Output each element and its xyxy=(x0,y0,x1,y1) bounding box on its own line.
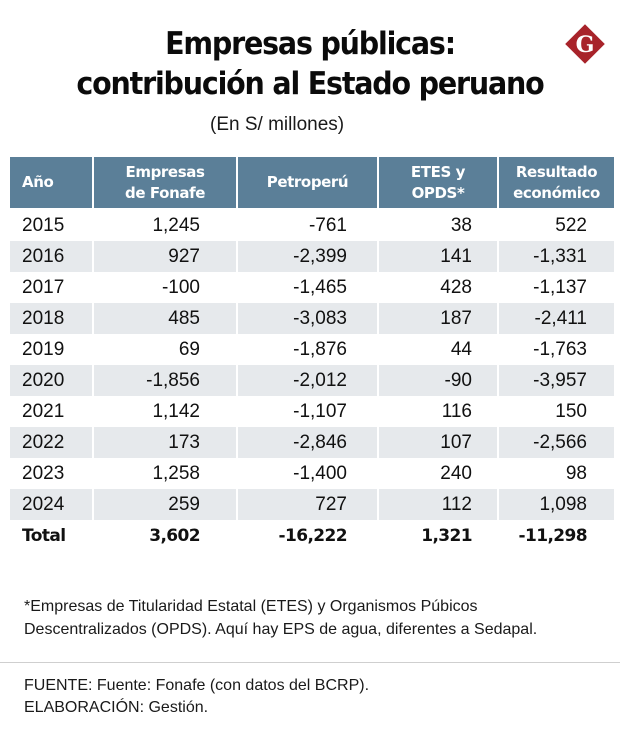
cell-fonafe: 927 xyxy=(94,241,236,272)
cell-etes: 107 xyxy=(379,427,497,458)
logo-letter: G xyxy=(576,32,595,58)
col-header-petroperu: Petroperú xyxy=(238,157,377,210)
cell-petroperu: -761 xyxy=(308,214,347,236)
cell-petroperu: -1,876 xyxy=(293,338,347,360)
table-row: 2023 1,258 -1,400 240 98 xyxy=(10,458,614,489)
cell-year: 2018 xyxy=(10,303,92,334)
cell-fonafe: 1,142 xyxy=(152,400,200,422)
cell-year: 2020 xyxy=(10,365,92,396)
cell-etes: 116 xyxy=(441,400,472,422)
cell-resultado: 150 xyxy=(555,400,587,422)
col-header-year: Año xyxy=(10,157,92,210)
table-row: 2016 927 -2,399 141 -1,331 xyxy=(10,241,614,272)
gestion-logo-icon: G xyxy=(565,24,605,64)
cell-year: 2017 xyxy=(22,276,65,298)
cell-resultado: -2,411 xyxy=(499,303,614,334)
cell-petroperu: 727 xyxy=(238,489,377,520)
col-header-fonafe: Empresas de Fonafe xyxy=(94,157,236,210)
source-line: FUENTE: Fuente: Fonafe (con datos del BC… xyxy=(24,677,370,694)
cell-petroperu: -1,465 xyxy=(293,276,347,298)
cell-etes: 44 xyxy=(450,338,472,360)
cell-year: 2022 xyxy=(10,427,92,458)
cell-fonafe: 485 xyxy=(94,303,236,334)
cell-fonafe: 69 xyxy=(178,338,200,360)
table-header-row: Año Empresas de Fonafe Petroperú ETES y OP… xyxy=(10,157,614,210)
total-year: Total xyxy=(22,525,66,546)
cell-resultado: 1,098 xyxy=(499,489,614,520)
table-row: 2018 485 -3,083 187 -2,411 xyxy=(10,303,614,334)
cell-resultado: -1,331 xyxy=(499,241,614,272)
source-credits: FUENTE: Fuente: Fonafe (con datos del BC… xyxy=(24,675,369,719)
cell-fonafe: -100 xyxy=(161,276,200,298)
footnote: *Empresas de Titularidad Estatal (ETES) … xyxy=(24,598,538,638)
cell-resultado: -1,137 xyxy=(533,276,587,298)
subtitle-units: (En S/ millones) xyxy=(210,114,345,135)
cell-year: 2016 xyxy=(10,241,92,272)
cell-fonafe: 1,258 xyxy=(152,462,200,484)
cell-resultado: -1,763 xyxy=(533,338,587,360)
cell-resultado: -3,957 xyxy=(499,365,614,396)
cell-petroperu: -1,107 xyxy=(293,400,347,422)
data-table: Año Empresas de Fonafe Petroperú ETES y OP… xyxy=(8,157,616,551)
credit-line: ELABORACIÓN: Gestión. xyxy=(24,699,209,716)
cell-year: 2023 xyxy=(22,462,65,484)
cell-year: 2024 xyxy=(10,489,92,520)
cell-year: 2019 xyxy=(22,338,65,360)
table-row: 2017 -100 -1,465 428 -1,137 xyxy=(10,272,614,303)
cell-year: 2015 xyxy=(22,214,65,236)
table-row: 2021 1,142 -1,107 116 150 xyxy=(10,396,614,427)
cell-etes: -90 xyxy=(379,365,497,396)
total-resultado: -11,298 xyxy=(518,525,588,546)
cell-resultado: 522 xyxy=(555,214,587,236)
cell-fonafe: -1,856 xyxy=(94,365,236,396)
cell-etes: 112 xyxy=(379,489,497,520)
cell-fonafe: 1,245 xyxy=(152,214,200,236)
title-line-1: Empresas públicas: xyxy=(165,26,456,62)
cell-etes: 187 xyxy=(379,303,497,334)
divider xyxy=(0,662,620,663)
table-row: 2020 -1,856 -2,012 -90 -3,957 xyxy=(10,365,614,396)
cell-fonafe: 173 xyxy=(94,427,236,458)
table-row: 2022 173 -2,846 107 -2,566 xyxy=(10,427,614,458)
total-row: Total 3,602 -16,222 1,321 -11,298 xyxy=(10,520,614,551)
total-petroperu: -16,222 xyxy=(278,525,348,546)
total-etes: 1,321 xyxy=(421,525,472,546)
total-fonafe: 3,602 xyxy=(149,525,200,546)
cell-etes: 38 xyxy=(450,214,472,236)
col-header-etes: ETES y OPDS* xyxy=(379,157,497,210)
cell-fonafe: 259 xyxy=(94,489,236,520)
cell-year: 2021 xyxy=(22,400,65,422)
title-line-2: contribución al Estado peruano xyxy=(76,66,544,102)
col-header-resultado: Resultado económico xyxy=(499,157,614,210)
cell-petroperu: -3,083 xyxy=(238,303,377,334)
table-row: 2024 259 727 112 1,098 xyxy=(10,489,614,520)
cell-petroperu: -2,399 xyxy=(238,241,377,272)
cell-etes: 428 xyxy=(440,276,472,298)
table-row: 2019 69 -1,876 44 -1,763 xyxy=(10,334,614,365)
cell-etes: 141 xyxy=(379,241,497,272)
cell-petroperu: -2,012 xyxy=(238,365,377,396)
cell-resultado: -2,566 xyxy=(499,427,614,458)
cell-etes: 240 xyxy=(440,462,472,484)
cell-resultado: 98 xyxy=(565,462,587,484)
cell-petroperu: -1,400 xyxy=(293,462,347,484)
table-row: 2015 1,245 -761 38 522 xyxy=(10,210,614,241)
cell-petroperu: -2,846 xyxy=(238,427,377,458)
